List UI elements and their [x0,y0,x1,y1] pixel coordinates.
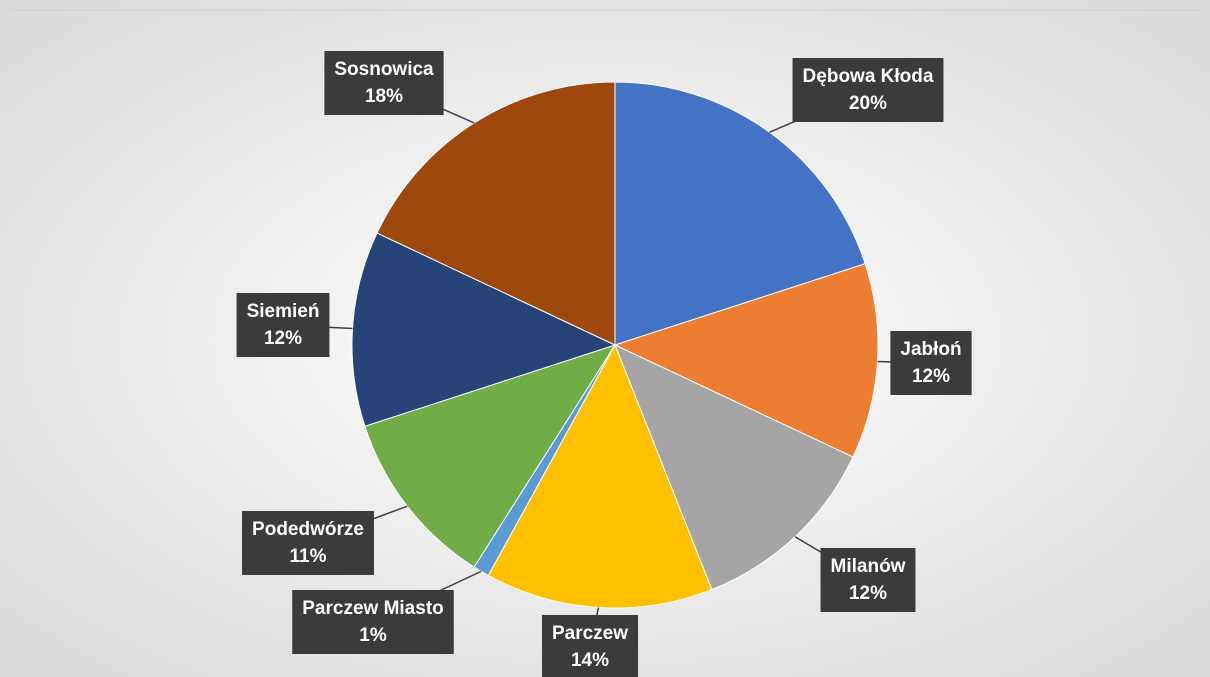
slice [613,263,879,458]
label-name: Parczew Miasto [302,598,444,619]
label-value: 20% [849,93,887,114]
label-box [292,590,454,654]
label-box [890,331,972,395]
slice [614,344,854,591]
label-value: 12% [849,583,887,604]
label-name: Parczew [552,623,628,644]
slice [364,344,617,568]
slice [614,81,866,346]
label-name: Siemień [247,301,320,322]
data-label: Podedwórze 11% [242,511,374,575]
label-box [820,548,916,612]
data-label: Dębowa Kłoda 20% [792,58,944,122]
data-label: Milanów 12% [820,548,916,612]
data-label: Sosnowica 18% [324,51,444,115]
slice [351,232,617,427]
slice [487,343,713,609]
label-box [541,615,639,677]
label-name: Jabłoń [900,339,961,360]
label-box [242,511,374,575]
label-name: Dębowa Kłoda [803,66,934,87]
slice [376,81,616,346]
data-label: Jabłoń 12% [890,331,972,395]
label-box [236,293,330,357]
data-label: Parczew Miasto 1% [292,590,454,654]
label-value: 18% [365,86,403,107]
data-label: Parczew 14% [541,615,639,677]
label-box [324,51,444,115]
label-name: Podedwórze [252,519,364,540]
label-name: Milanów [831,556,906,577]
label-value: 12% [912,366,950,387]
label-value: 1% [359,625,387,646]
data-label: Siemień 12% [236,293,330,357]
label-value: 11% [290,546,327,567]
label-name: Sosnowica [334,59,434,80]
label-value: 12% [264,328,302,349]
label-value: 14% [571,650,609,671]
label-box [792,58,944,122]
